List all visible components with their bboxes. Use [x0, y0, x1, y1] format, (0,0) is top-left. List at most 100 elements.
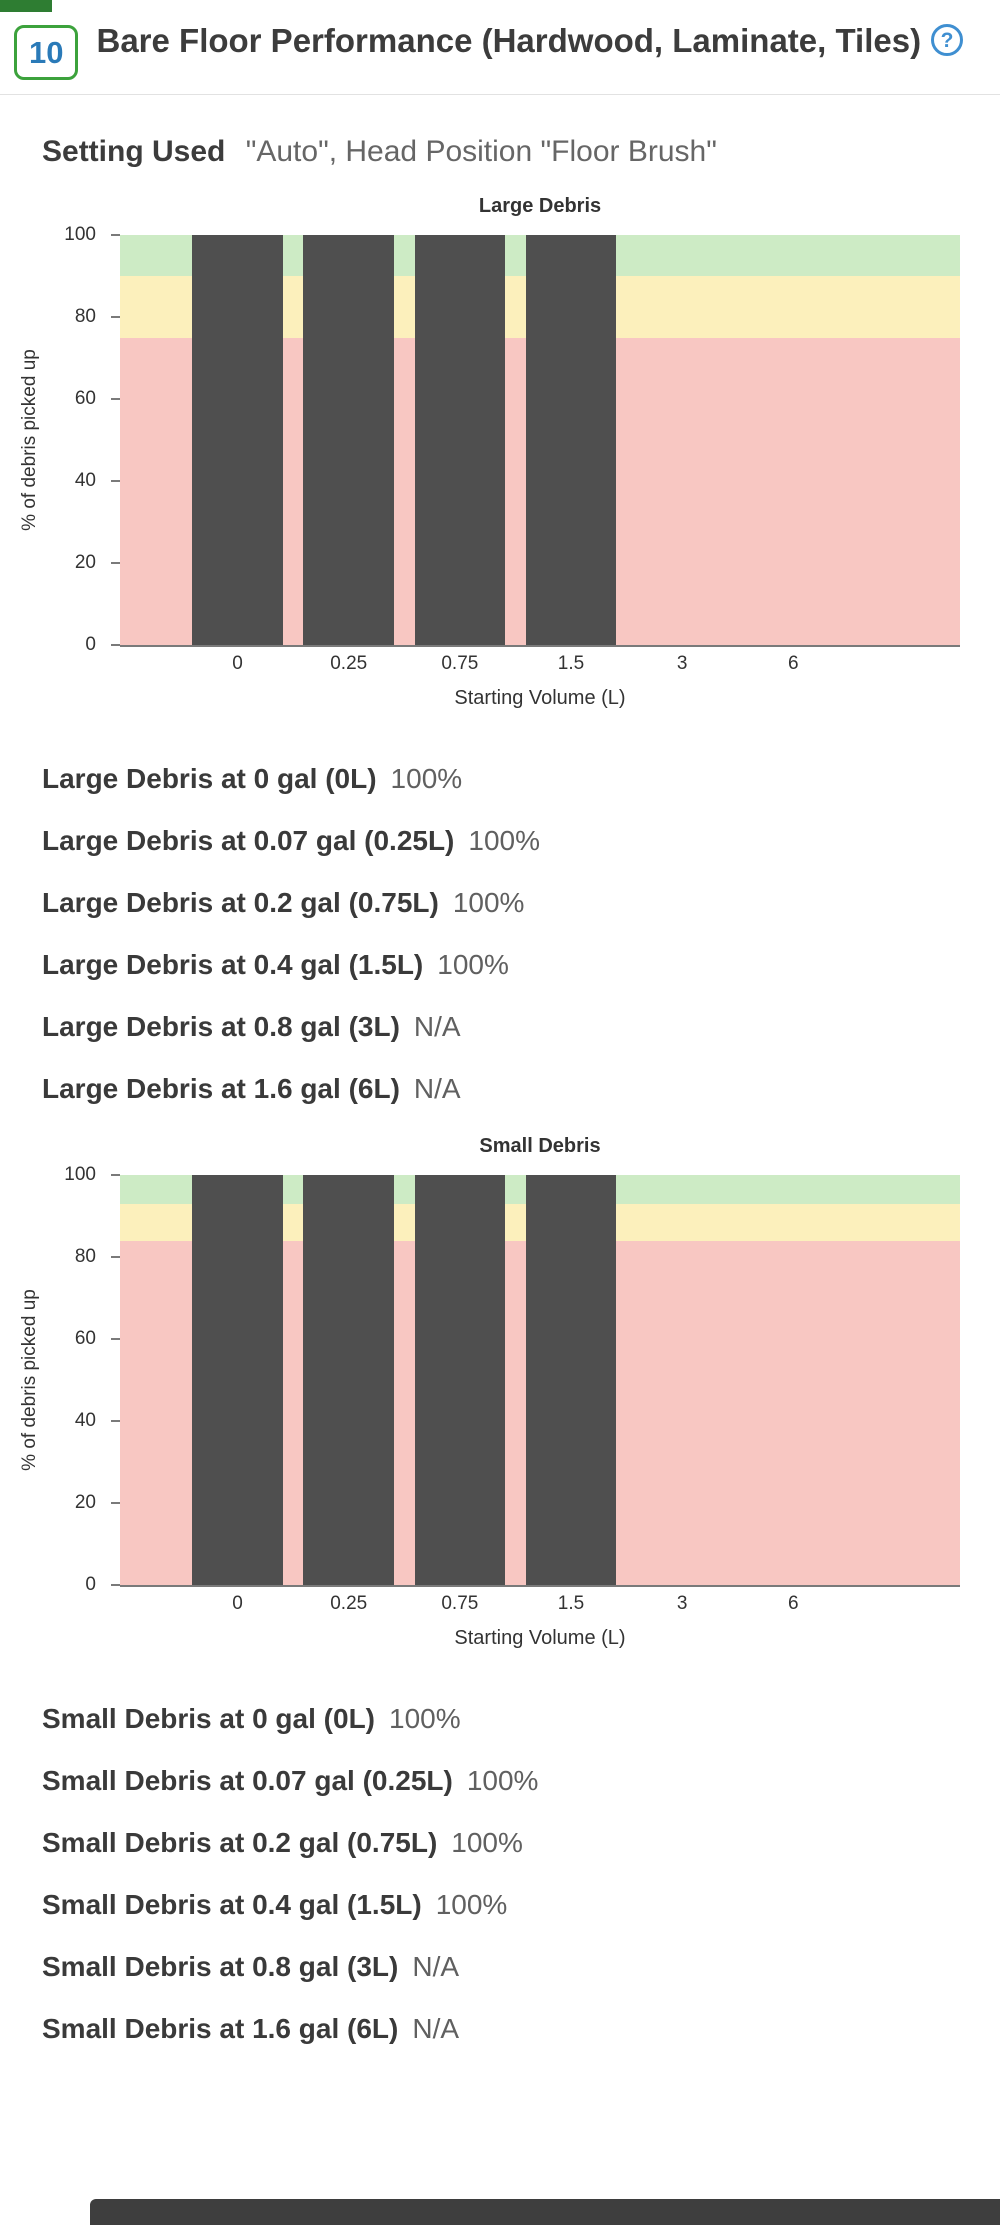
x-tick-label: 6 [787, 1593, 799, 1614]
stat-row: Small Debris at 0.4 gal (1.5L) 100% [42, 1889, 1000, 1921]
y-axis-ticks: 0 20 40 60 80 100 [0, 224, 112, 655]
y-tick-mark [111, 398, 120, 400]
y-tick-label: 20 [74, 552, 96, 573]
stat-value: 100% [435, 1889, 508, 1920]
stat-label: Large Debris at 1.6 gal (6L) [42, 1073, 400, 1104]
stat-row: Large Debris at 1.6 gal (6L) N/A [42, 1073, 1000, 1105]
help-icon[interactable]: ? [931, 24, 964, 57]
y-tick-mark [111, 644, 120, 646]
y-tick-mark [111, 1338, 120, 1340]
plot-area [111, 1174, 960, 1587]
section-header: 10 Bare Floor Performance (Hardwood, Lam… [0, 0, 1000, 94]
x-tick-label: 1.5 [557, 1593, 585, 1614]
small-debris-stats-list: Small Debris at 0 gal (0L) 100% Small Debr… [42, 1703, 1000, 2045]
x-axis-label: Starting Volume (L) [454, 687, 626, 709]
y-tick-label: 80 [74, 1246, 96, 1267]
setting-used-value: "Auto", Head Position "Floor Brush" [245, 135, 717, 168]
y-tick-label: 80 [74, 306, 96, 327]
x-tick-label: 0 [232, 653, 243, 674]
stat-row: Small Debris at 0 gal (0L) 100% [42, 1703, 1000, 1735]
stat-value: 100% [452, 887, 525, 918]
x-tick-label: 6 [787, 653, 799, 674]
bar [414, 235, 506, 645]
stat-row: Large Debris at 0.07 gal (0.25L) 100% [42, 825, 1000, 857]
y-tick-mark [111, 1174, 120, 1176]
stat-row: Small Debris at 0.2 gal (0.75L) 100% [42, 1827, 1000, 1859]
bar [303, 235, 395, 645]
large-debris-chart: Large Debris % of debris picked up 0 20 40… [0, 195, 1000, 735]
stat-value: N/A [413, 1073, 461, 1104]
section-number-badge: 10 [14, 25, 79, 80]
y-tick-mark [111, 1584, 120, 1586]
stat-value: N/A [412, 1951, 460, 1982]
x-tick-label: 0 [232, 1593, 243, 1614]
stat-row: Large Debris at 0.4 gal (1.5L) 100% [42, 949, 1000, 981]
stat-label: Large Debris at 0.07 gal (0.25L) [42, 825, 455, 856]
x-tick-label: 3 [676, 1593, 688, 1614]
y-tick-mark [111, 562, 120, 564]
y-tick-mark [111, 480, 120, 482]
y-tick-label: 20 [74, 1492, 96, 1513]
stat-value: N/A [413, 1011, 461, 1042]
stat-row: Small Debris at 0.8 gal (3L) N/A [42, 1951, 1000, 1983]
stat-row: Small Debris at 1.6 gal (6L) N/A [42, 2013, 1000, 2045]
small-debris-chart: Small Debris % of debris picked up 0 20 40… [0, 1135, 1000, 1675]
stat-label: Small Debris at 1.6 gal (6L) [42, 2013, 399, 2044]
x-tick-label: 0.25 [330, 653, 368, 674]
header-divider [0, 94, 1000, 95]
bar [192, 235, 283, 645]
stat-label: Large Debris at 0.2 gal (0.75L) [42, 887, 439, 918]
setting-used-line: Setting Used "Auto", Head Position "Floo… [42, 135, 1000, 169]
stat-value: N/A [412, 2013, 460, 2044]
y-tick-label: 60 [74, 388, 96, 409]
stat-label: Large Debris at 0.4 gal (1.5L) [42, 949, 424, 980]
x-tick-label: 0.75 [441, 653, 479, 674]
stat-label: Small Debris at 0 gal (0L) [42, 1703, 375, 1734]
y-tick-mark [111, 234, 120, 236]
page-title: Bare Floor Performance (Hardwood, Lamina… [96, 20, 964, 63]
y-axis-ticks: 0 20 40 60 80 100 [0, 1164, 112, 1595]
stat-label: Large Debris at 0.8 gal (3L) [42, 1011, 400, 1042]
bar [525, 1175, 617, 1585]
y-tick-label: 0 [85, 1574, 96, 1595]
y-tick-label: 40 [74, 1410, 96, 1431]
bar [414, 1175, 506, 1585]
x-axis-ticks: 0 0.25 0.75 1.5 3 6 [120, 1589, 960, 1619]
stat-row: Small Debris at 0.07 gal (0.25L) 100% [42, 1765, 1000, 1797]
y-tick-mark [111, 1256, 120, 1258]
stat-value: 100% [466, 1765, 539, 1796]
x-tick-label: 3 [676, 653, 688, 674]
y-tick-label: 100 [64, 1164, 96, 1185]
stat-label: Small Debris at 0.07 gal (0.25L) [42, 1765, 453, 1796]
stat-row: Large Debris at 0.2 gal (0.75L) 100% [42, 887, 1000, 919]
previous-section-remnant [0, 0, 52, 12]
x-axis-ticks: 0 0.25 0.75 1.5 3 6 [120, 649, 960, 679]
setting-used-label: Setting Used [42, 135, 226, 168]
y-tick-label: 40 [74, 470, 96, 491]
x-axis-label: Starting Volume (L) [454, 1627, 626, 1649]
stat-row: Large Debris at 0 gal (0L) 100% [42, 763, 1000, 795]
y-tick-label: 100 [64, 224, 96, 245]
stat-label: Small Debris at 0.4 gal (1.5L) [42, 1889, 422, 1920]
stat-label: Small Debris at 0.2 gal (0.75L) [42, 1827, 438, 1858]
stat-row: Large Debris at 0.8 gal (3L) N/A [42, 1011, 1000, 1043]
stat-value: 100% [389, 1703, 461, 1734]
bar [192, 1175, 283, 1585]
x-tick-label: 0.75 [441, 1593, 479, 1614]
chart-title: Small Debris [479, 1135, 601, 1157]
bar [303, 1175, 395, 1585]
y-tick-mark [111, 1420, 120, 1422]
stat-value: 100% [437, 949, 509, 980]
y-tick-mark [111, 1502, 120, 1504]
bar [525, 235, 617, 645]
stat-value: 100% [451, 1827, 523, 1858]
next-section-bar-partial [90, 2199, 1000, 2225]
chart-title: Large Debris [478, 195, 602, 217]
stat-label: Small Debris at 0.8 gal (3L) [42, 1951, 399, 1982]
y-tick-mark [111, 316, 120, 318]
x-tick-label: 1.5 [557, 653, 585, 674]
page-title-text: Bare Floor Performance (Hardwood, Lamina… [96, 22, 922, 59]
x-tick-label: 0.25 [330, 1593, 368, 1614]
large-debris-stats-list: Large Debris at 0 gal (0L) 100% Large Debr… [42, 763, 1000, 1105]
y-tick-label: 0 [85, 634, 96, 655]
